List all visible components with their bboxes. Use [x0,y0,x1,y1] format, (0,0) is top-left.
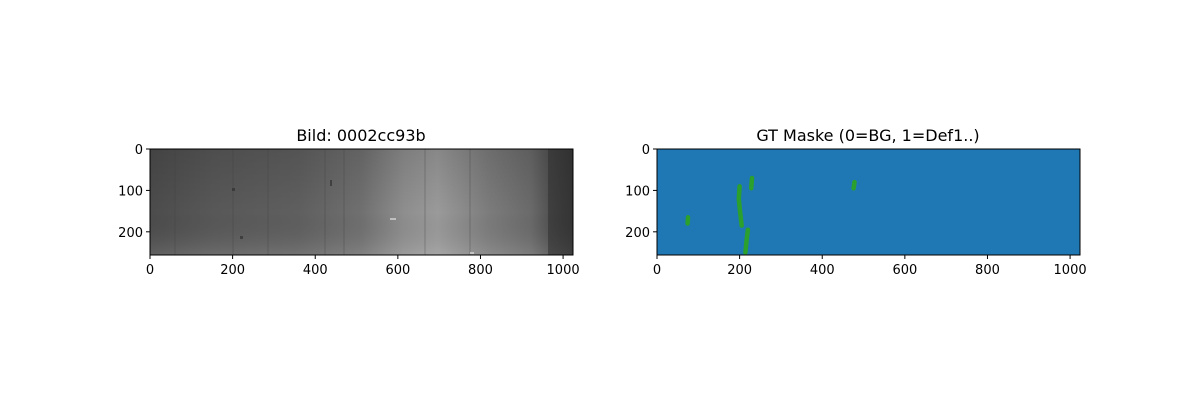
mask-frame [656,148,1081,256]
x-tick-label: 400 [303,263,328,278]
x-tick-label: 1000 [1054,263,1087,278]
mask-defects [685,175,857,255]
y-tick-label: 100 [118,184,143,199]
defect-region [736,184,744,228]
defect-region [743,227,751,255]
x-tick-label: 800 [468,263,493,278]
y-tick-label: 200 [118,226,143,241]
x-tick-label: 1000 [547,263,580,278]
x-tick-label: 200 [727,263,752,278]
x-tick-label: 0 [653,263,661,278]
image-axes: 0 200 400 600 800 1000 0 100 200 [118,143,579,278]
mask-panel: GT Maske (0=BG, 1=Def1..) 0 200 400 600 800 1… [625,126,1086,278]
mask-axes: 0 200 400 600 800 1000 0 100 200 [625,143,1086,278]
x-tick-label: 200 [220,263,245,278]
x-tick-label: 800 [975,263,1000,278]
y-tick-label: 200 [625,226,650,241]
defect-region [748,175,755,191]
y-tick-label: 0 [135,143,143,158]
y-tick-label: 100 [625,184,650,199]
image-panel: Bild: 0002cc93b [118,126,579,278]
mask-title: GT Maske (0=BG, 1=Def1..) [756,126,979,145]
steel-image [150,149,573,255]
image-title: Bild: 0002cc93b [296,126,425,145]
image-frame [149,148,574,256]
mask-background [657,149,1080,255]
defect-region [851,179,857,191]
y-tick-label: 0 [642,143,650,158]
x-tick-label: 400 [810,263,835,278]
x-tick-label: 0 [146,263,154,278]
x-tick-label: 600 [385,263,410,278]
x-tick-label: 600 [892,263,917,278]
